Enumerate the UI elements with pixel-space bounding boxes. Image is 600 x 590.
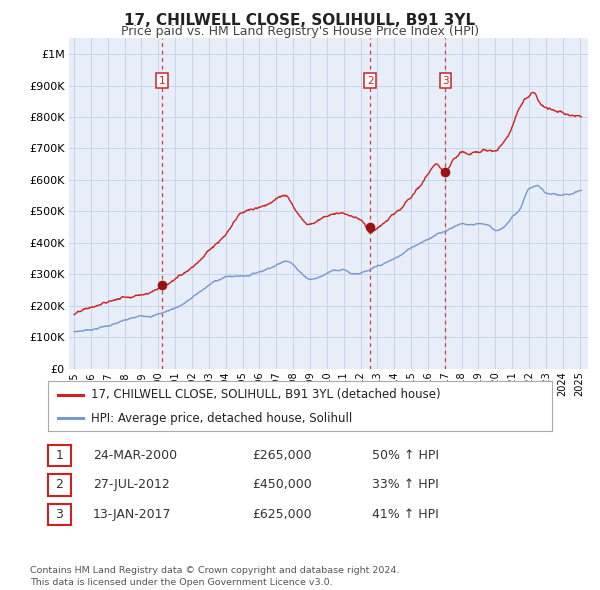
Text: £450,000: £450,000 [252, 478, 312, 491]
Text: 17, CHILWELL CLOSE, SOLIHULL, B91 3YL: 17, CHILWELL CLOSE, SOLIHULL, B91 3YL [124, 13, 476, 28]
Text: 13-JAN-2017: 13-JAN-2017 [93, 508, 172, 521]
Text: 50% ↑ HPI: 50% ↑ HPI [372, 449, 439, 462]
Text: HPI: Average price, detached house, Solihull: HPI: Average price, detached house, Soli… [91, 412, 352, 425]
Text: £625,000: £625,000 [252, 508, 311, 521]
Text: 17, CHILWELL CLOSE, SOLIHULL, B91 3YL (detached house): 17, CHILWELL CLOSE, SOLIHULL, B91 3YL (d… [91, 388, 440, 401]
Text: 33% ↑ HPI: 33% ↑ HPI [372, 478, 439, 491]
Text: 3: 3 [442, 76, 449, 86]
Text: 41% ↑ HPI: 41% ↑ HPI [372, 508, 439, 521]
Text: 27-JUL-2012: 27-JUL-2012 [93, 478, 170, 491]
Text: 2: 2 [55, 478, 64, 491]
Text: 2: 2 [367, 76, 373, 86]
Text: Price paid vs. HM Land Registry's House Price Index (HPI): Price paid vs. HM Land Registry's House … [121, 25, 479, 38]
Text: £265,000: £265,000 [252, 449, 311, 462]
Text: 24-MAR-2000: 24-MAR-2000 [93, 449, 177, 462]
Text: 3: 3 [55, 508, 64, 521]
Text: 1: 1 [159, 76, 166, 86]
Text: Contains HM Land Registry data © Crown copyright and database right 2024.
This d: Contains HM Land Registry data © Crown c… [30, 566, 400, 587]
Text: 1: 1 [55, 449, 64, 462]
